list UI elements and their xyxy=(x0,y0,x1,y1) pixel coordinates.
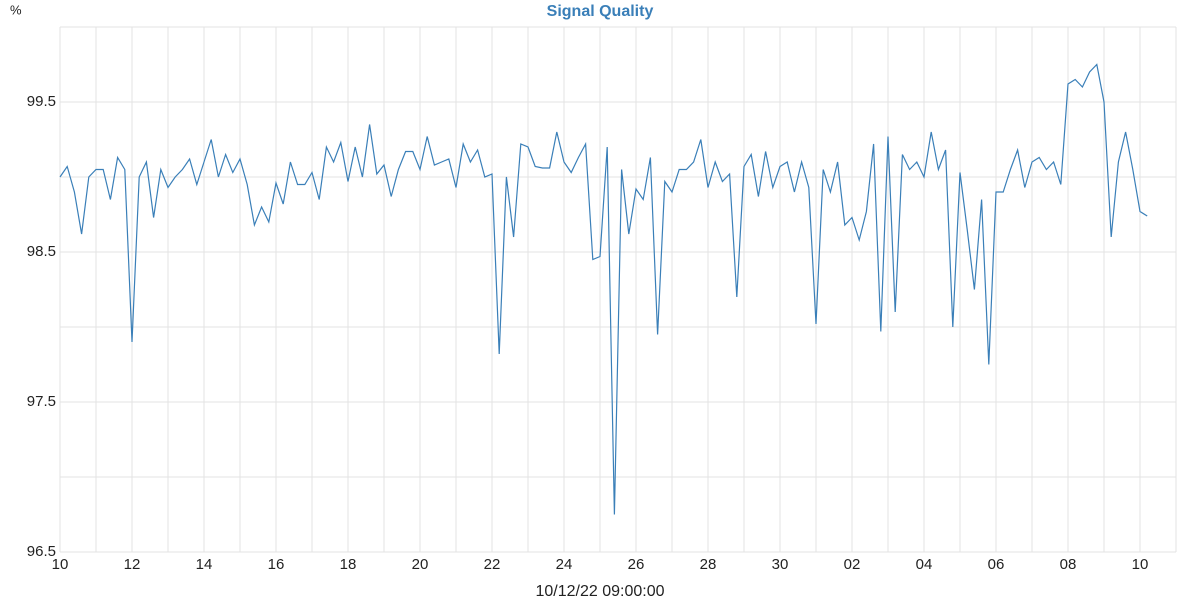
chart-title: Signal Quality xyxy=(547,3,654,20)
x-tick-label: 04 xyxy=(916,556,933,573)
x-tick-label: 12 xyxy=(124,556,141,573)
y-tick-label: 96.5 xyxy=(27,543,56,560)
y-tick-label: 99.5 xyxy=(27,93,56,110)
x-tick-label: 20 xyxy=(412,556,429,573)
x-tick-label: 06 xyxy=(988,556,1005,573)
x-tick-label: 24 xyxy=(556,556,573,573)
data-line xyxy=(59,63,1148,515)
y-axis-label: % xyxy=(10,2,22,17)
x-axis-label: 10/12/22 09:00:00 xyxy=(535,583,664,600)
y-tick-label: 97.5 xyxy=(27,393,56,410)
x-tick-label: 02 xyxy=(844,556,861,573)
x-tick-label: 22 xyxy=(484,556,501,573)
x-tick-label: 26 xyxy=(628,556,645,573)
x-tick-label: 10 xyxy=(52,556,69,573)
x-tick-label: 28 xyxy=(700,556,717,573)
y-tick-label: 98.5 xyxy=(27,243,56,260)
x-tick-label: 08 xyxy=(1060,556,1077,573)
x-tick-label: 14 xyxy=(196,556,213,573)
x-tick-label: 18 xyxy=(340,556,357,573)
x-tick-label: 10 xyxy=(1132,556,1149,573)
x-tick-label: 16 xyxy=(268,556,285,573)
x-tick-label: 30 xyxy=(772,556,789,573)
